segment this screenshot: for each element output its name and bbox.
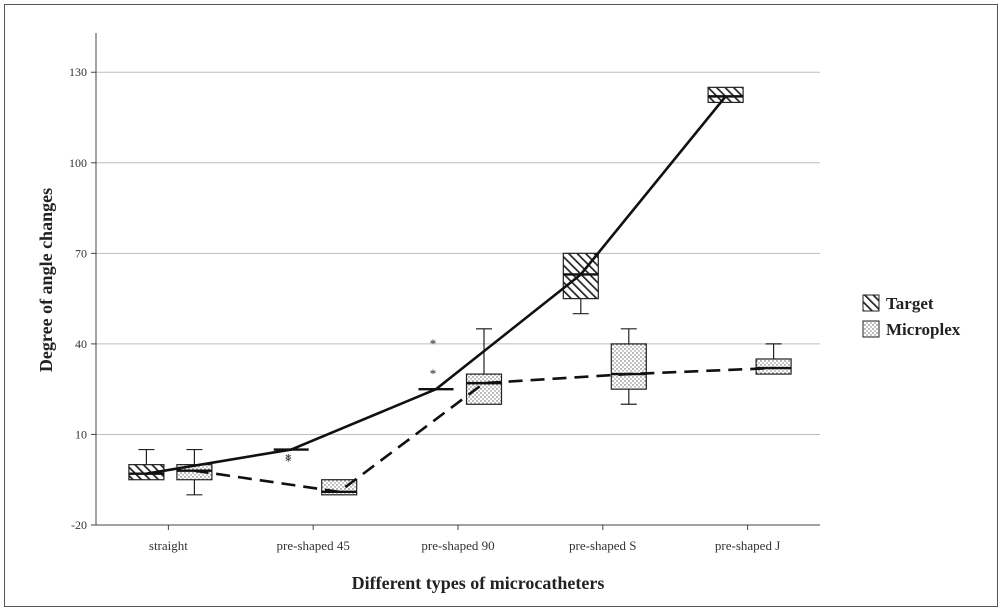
y-axis-title: Degree of angle changes <box>36 188 56 372</box>
legend-label-target: Target <box>886 294 934 313</box>
outlier-marker: * <box>285 454 292 469</box>
box-body <box>755 358 792 375</box>
x-tick-label: pre-shaped S <box>569 538 637 553</box>
y-tick-label: 130 <box>69 65 87 79</box>
legend: Target Microplex <box>862 294 961 339</box>
box-target <box>128 448 165 481</box>
y-tick-label: 100 <box>69 156 87 170</box>
box-body <box>707 86 744 104</box>
box-microplex <box>610 328 647 405</box>
box-target <box>707 86 744 104</box>
outlier-marker: * <box>430 336 437 351</box>
grid-lines <box>96 71 820 435</box>
axes: -20 10 40 70 100 130 straight pre-shaped 45 pre-… <box>69 33 820 553</box>
median-trend-lines <box>146 95 774 494</box>
x-tick-label: straight <box>149 538 188 553</box>
legend-swatch-target <box>862 294 880 312</box>
y-tick-label: 70 <box>75 246 87 260</box>
outlier-marker: * <box>285 451 292 466</box>
legend-swatch-microplex <box>862 320 880 338</box>
figure-frame <box>4 4 998 607</box>
y-tick-label: -20 <box>71 518 87 532</box>
x-tick-label: pre-shaped J <box>715 538 780 553</box>
x-axis-title: Different types of microcatheters <box>352 573 605 593</box>
legend-label-microplex: Microplex <box>886 320 961 339</box>
y-tick-label: 40 <box>75 337 87 351</box>
box-body <box>610 343 647 390</box>
box-plots: **** <box>128 86 792 496</box>
trend-line-microplex <box>194 366 774 494</box>
outlier-marker: * <box>430 366 437 381</box>
box-body <box>128 464 165 481</box>
box-body <box>465 373 503 405</box>
x-tick-label: pre-shaped 45 <box>277 538 350 553</box>
trend-line-target <box>146 95 727 475</box>
x-tick-label: pre-shaped 90 <box>421 538 494 553</box>
y-tick-label: 10 <box>75 427 87 441</box>
